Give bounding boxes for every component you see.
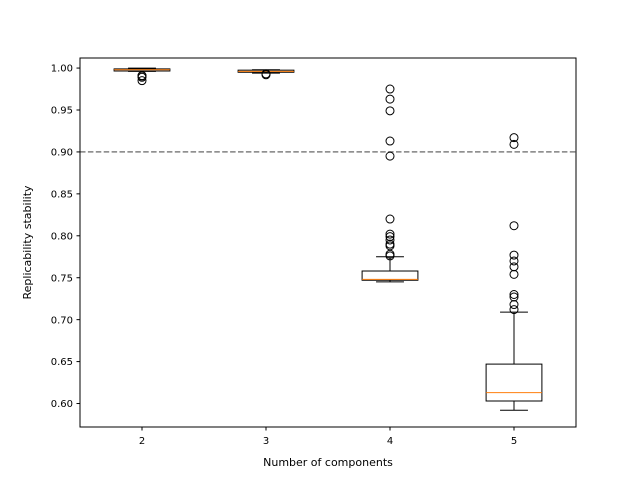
outlier-point (509, 300, 519, 310)
outlier-point (509, 256, 519, 266)
y-tick-label: 0.75 (51, 273, 73, 284)
y-tick-label: 1.00 (51, 64, 73, 75)
outlier-point (509, 139, 519, 149)
outlier-point (385, 214, 395, 224)
y-tick-label: 0.60 (51, 399, 73, 410)
box-group-3 (237, 69, 295, 80)
y-tick-label: 0.65 (51, 357, 73, 368)
y-tick-label: 0.70 (51, 315, 73, 326)
outlier-point (509, 305, 519, 315)
box (485, 363, 543, 402)
outlier-point (385, 229, 395, 239)
outlier-point (385, 106, 395, 116)
outlier-point (509, 269, 519, 279)
outlier-point (137, 72, 147, 82)
x-axis-label: Number of components (263, 456, 393, 469)
box (361, 270, 419, 281)
outlier-point (385, 84, 395, 94)
x-tick-label: 4 (387, 436, 393, 447)
x-tick-label: 2 (139, 436, 145, 447)
outlier-point (137, 76, 147, 86)
y-tick-label: 0.85 (51, 189, 73, 200)
outlier-point (385, 136, 395, 146)
x-tick-label: 5 (511, 436, 517, 447)
box-group-2 (113, 67, 171, 86)
outlier-point (385, 235, 395, 245)
y-axis-label: Replicability stability (21, 185, 34, 300)
plot-area (80, 58, 576, 427)
box-group-5 (485, 133, 543, 411)
x-axis-ticks: 2 3 4 5 (139, 427, 517, 447)
y-tick-label: 0.80 (51, 231, 73, 242)
boxes-layer (113, 67, 543, 411)
outlier-point (261, 70, 271, 80)
y-axis-ticks: 0.60 0.65 0.70 0.75 0.80 0.85 0.90 0.95 1.00 (51, 64, 80, 410)
outlier-point (509, 133, 519, 143)
y-tick-label: 0.90 (51, 148, 73, 159)
outlier-point (385, 94, 395, 104)
outlier-point (385, 251, 395, 261)
y-tick-label: 0.95 (51, 106, 73, 117)
outlier-point (509, 289, 519, 299)
plot-frame (79, 57, 577, 428)
box-group-4 (361, 84, 419, 283)
outlier-point (385, 151, 395, 161)
outlier-point (509, 250, 519, 260)
x-tick-label: 3 (263, 436, 269, 447)
outlier-point (509, 221, 519, 231)
